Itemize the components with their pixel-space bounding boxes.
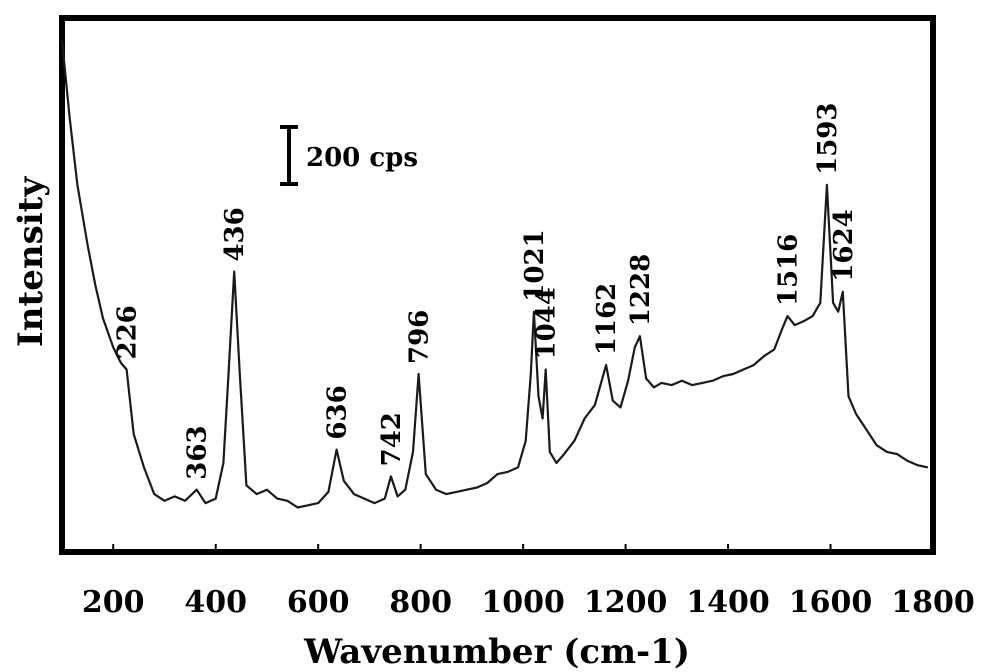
x-tick-label: 1600: [789, 585, 873, 620]
scale-bar: 200 cps: [280, 125, 418, 186]
x-axis-ticks: 200 400 600 800 1000 1200 1400 1600 1800: [82, 544, 975, 620]
peak-label-1228: 1228: [626, 254, 656, 326]
x-tick-label: 1200: [584, 585, 668, 620]
peak-label-1021: 1021: [520, 229, 550, 301]
peak-label-1516: 1516: [774, 234, 804, 306]
x-tick-label: 800: [389, 585, 452, 620]
peak-label-1624: 1624: [829, 209, 859, 281]
peak-label-436: 436: [220, 207, 250, 261]
peak-label-636: 636: [323, 385, 353, 439]
x-tick-label: 1400: [686, 585, 770, 620]
x-axis-title: Wavenumber (cm-1): [303, 632, 690, 672]
x-tick-label: 1800: [891, 585, 975, 620]
peak-label-1162: 1162: [592, 283, 622, 355]
peak-label-363: 363: [183, 425, 213, 479]
spectrum-line: [60, 40, 929, 509]
peak-label-1593: 1593: [813, 103, 843, 175]
peak-label-226: 226: [113, 305, 143, 359]
x-tick-label: 200: [82, 585, 145, 620]
y-axis-title: Intensity: [11, 176, 51, 347]
peak-label-796: 796: [405, 310, 435, 364]
scale-bar-label: 200 cps: [306, 143, 418, 173]
peak-label-742: 742: [377, 412, 407, 466]
x-tick-label: 600: [287, 585, 350, 620]
x-tick-label: 400: [184, 585, 247, 620]
plot-frame: [59, 15, 936, 555]
x-tick-label: 1000: [481, 585, 565, 620]
peak-label-1044: 1044: [532, 287, 562, 359]
